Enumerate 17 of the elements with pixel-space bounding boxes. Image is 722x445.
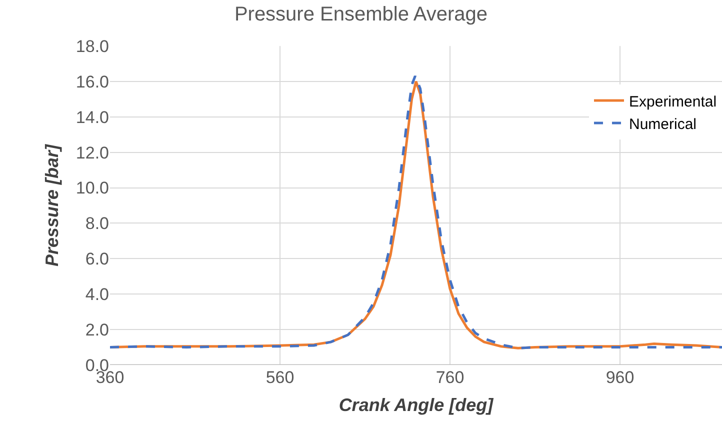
y-tick-label: 12.0: [76, 143, 109, 162]
chart-title: Pressure Ensemble Average: [234, 4, 488, 26]
legend-label: Experimental: [629, 93, 717, 110]
x-tick-label: 960: [606, 368, 634, 387]
y-tick-label: 18.0: [76, 36, 109, 56]
y-tick-label: 2.0: [85, 320, 109, 340]
x-tick-label: 760: [436, 368, 464, 387]
y-tick-label: 8.0: [85, 214, 109, 234]
x-axis-title: Crank Angle [deg]: [338, 395, 494, 416]
y-tick-label: 4.0: [85, 285, 109, 304]
y-tick-label: 10.0: [76, 178, 109, 198]
y-axis-title: Pressure [bar]: [42, 143, 62, 267]
y-tick-label: 6.0: [85, 250, 109, 269]
y-tick-label: 14.0: [76, 108, 109, 127]
y-tick-label: 16.0: [76, 72, 109, 92]
x-tick-label: 560: [266, 368, 294, 387]
legend-label: Numerical: [629, 116, 697, 133]
